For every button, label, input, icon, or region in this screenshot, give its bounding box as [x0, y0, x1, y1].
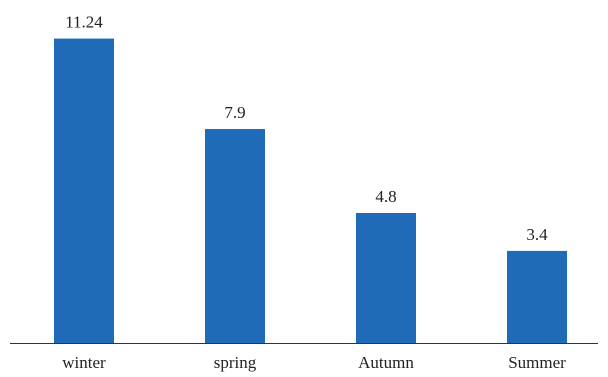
bar-autumn — [356, 213, 416, 343]
category-label-spring: spring — [214, 353, 257, 372]
bar-winter — [54, 38, 114, 343]
category-label-autumn: Autumn — [358, 353, 414, 372]
value-labels-group: 11.24 7.9 4.8 3.4 — [65, 13, 548, 244]
bars-group — [54, 38, 567, 343]
value-label-autumn: 4.8 — [375, 187, 396, 206]
category-labels-group: winter spring Autumn Summer — [62, 353, 566, 372]
value-label-winter: 11.24 — [65, 13, 103, 32]
value-label-summer: 3.4 — [526, 225, 548, 244]
category-label-winter: winter — [62, 353, 106, 372]
category-label-summer: Summer — [508, 353, 566, 372]
bar-summer — [507, 250, 567, 343]
value-label-spring: 7.9 — [224, 103, 245, 122]
bar-spring — [205, 129, 265, 343]
